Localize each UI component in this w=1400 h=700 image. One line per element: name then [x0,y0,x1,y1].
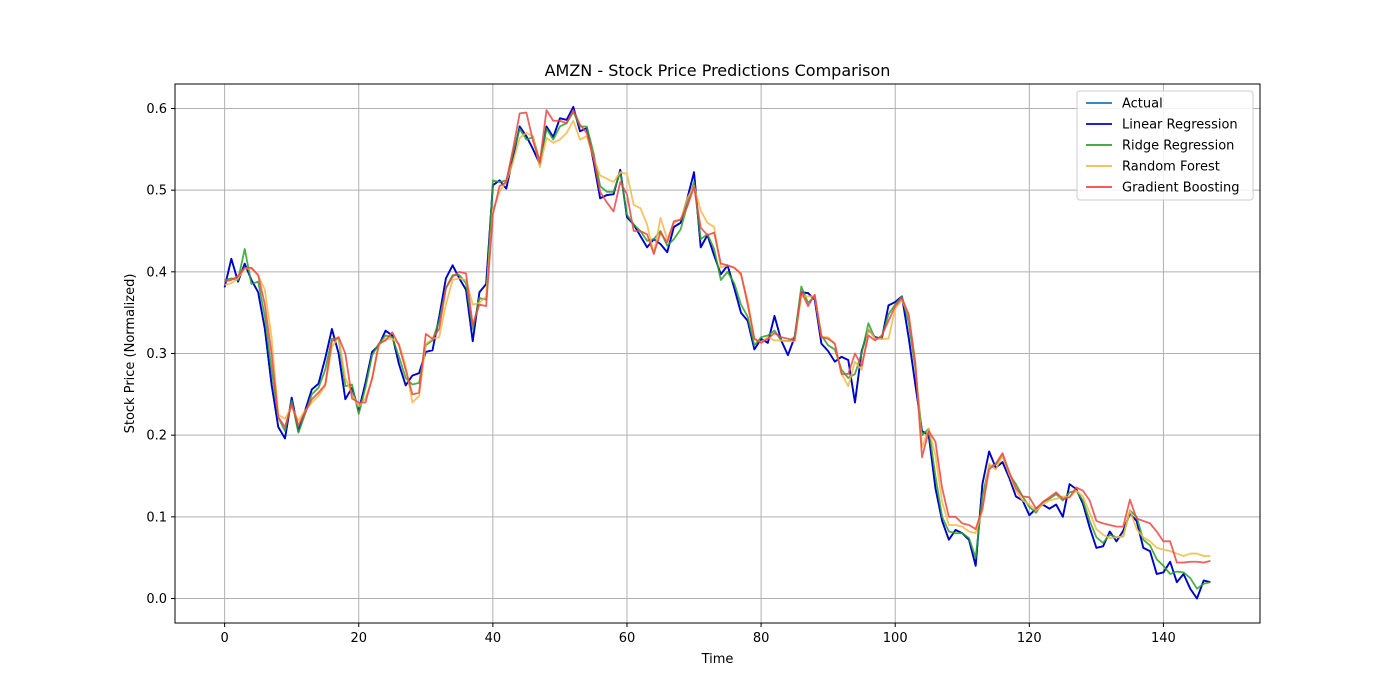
legend-label-random-forest: Random Forest [1122,160,1220,175]
y-tick-label: 0.0 [146,592,167,607]
series-line-gradient-boosting [224,109,1211,564]
series-lines [223,105,1211,600]
chart-title: AMZN - Stock Price Predictions Compariso… [545,61,891,80]
legend: Actual Linear Regression Ridge Regression R… [1076,90,1254,201]
legend-label-linear-regression: Linear Regression [1122,118,1238,133]
x-tick-label: 40 [485,631,502,646]
legend-box [1076,90,1254,201]
y-axis-label: Stock Price (Normalized) [123,274,138,434]
legend-label-actual: Actual [1122,97,1163,112]
y-tick-label: 0.3 [146,347,167,362]
series-line-random-forest [224,119,1211,557]
y-axis-ticks: 0.0 0.1 0.2 0.3 0.4 0.5 0.6 [146,102,175,607]
y-tick-label: 0.1 [146,510,167,525]
y-tick-label: 0.2 [146,429,167,444]
x-tick-label: 80 [753,631,770,646]
x-axis-label: Time [701,652,734,667]
x-tick-label: 100 [883,631,908,646]
y-tick-label: 0.6 [146,102,167,117]
x-tick-label: 140 [1151,631,1176,646]
x-tick-label: 0 [220,631,228,646]
x-tick-label: 120 [1017,631,1042,646]
x-tick-label: 60 [619,631,636,646]
y-tick-label: 0.4 [146,265,167,280]
x-axis-ticks: 0 20 40 60 80 100 120 140 [220,623,1176,646]
series-line-linear-regression [223,105,1211,600]
legend-label-gradient-boosting: Gradient Boosting [1122,181,1240,196]
y-tick-label: 0.5 [146,184,167,199]
x-tick-label: 20 [350,631,367,646]
legend-label-ridge-regression: Ridge Regression [1122,139,1234,154]
